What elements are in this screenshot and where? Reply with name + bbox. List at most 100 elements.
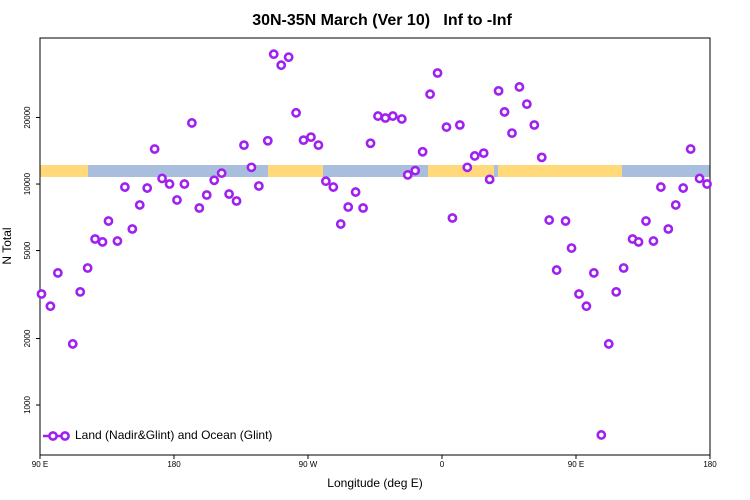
point [588, 268, 599, 278]
point [358, 203, 368, 213]
point [268, 49, 279, 60]
point [164, 179, 175, 189]
legend-marker [60, 431, 70, 441]
point [685, 144, 696, 154]
point [396, 114, 407, 124]
point [291, 107, 301, 118]
point [469, 151, 480, 161]
point [246, 162, 257, 173]
point [172, 195, 182, 205]
point [633, 237, 644, 247]
point [350, 187, 361, 197]
point [380, 113, 391, 123]
point [387, 111, 398, 121]
point [425, 89, 435, 100]
y-axis-label: N Total [0, 227, 14, 264]
point [507, 128, 517, 139]
point [447, 213, 458, 223]
point [276, 60, 287, 71]
point [194, 203, 205, 213]
x-tick-label: 90 E [32, 460, 48, 469]
point [432, 68, 443, 78]
land-band [268, 165, 323, 177]
point [493, 85, 504, 96]
x-tick-label: 0 [440, 460, 445, 469]
point [678, 183, 689, 193]
point [702, 179, 712, 189]
point [499, 107, 510, 117]
point [97, 237, 108, 247]
point [641, 216, 651, 226]
point [663, 224, 674, 234]
point [320, 176, 331, 187]
point [239, 140, 249, 151]
legend-marker [48, 431, 58, 441]
point [581, 301, 592, 312]
point [75, 286, 86, 297]
y-tick-label: 5000 [23, 241, 32, 259]
point [478, 148, 489, 159]
point [373, 111, 383, 121]
point [514, 82, 525, 92]
point [149, 144, 160, 154]
point [611, 286, 622, 297]
point [551, 265, 562, 275]
point [90, 234, 100, 244]
point [454, 120, 465, 130]
point [521, 99, 532, 110]
point [648, 236, 659, 246]
y-tick-label: 2000 [23, 329, 32, 347]
plot-frame [39, 37, 711, 456]
point [694, 173, 705, 184]
point [179, 179, 190, 189]
point [209, 175, 220, 186]
point [560, 216, 571, 226]
x-axis-label: Longitude (deg E) [327, 476, 422, 490]
point [157, 173, 167, 184]
x-tick-label: 90 E [568, 460, 584, 469]
point [142, 183, 153, 193]
point [224, 189, 234, 199]
point [536, 152, 547, 163]
point [417, 146, 428, 157]
point [127, 224, 138, 234]
y-tick-label: 10000 [23, 172, 32, 195]
point [119, 182, 130, 192]
point [186, 118, 197, 128]
point [262, 135, 273, 146]
point [134, 200, 145, 210]
point [231, 196, 242, 206]
point [36, 289, 47, 299]
point [596, 430, 607, 440]
chart-title: 30N-35N March (Ver 10) Inf to -Inf [252, 12, 512, 29]
point [441, 122, 452, 132]
point [603, 339, 614, 349]
point [655, 182, 666, 192]
point [618, 263, 629, 273]
point [313, 140, 324, 151]
point [67, 339, 78, 349]
land-band [428, 165, 494, 177]
point [216, 168, 227, 179]
x-tick-label: 90 W [299, 460, 318, 469]
point [253, 181, 264, 191]
land-ocean-strip [40, 165, 710, 177]
point [112, 236, 123, 246]
point [529, 120, 540, 130]
point [335, 219, 346, 229]
point [544, 215, 555, 225]
point [402, 169, 413, 180]
point [82, 263, 93, 273]
point [52, 268, 63, 278]
y-tick-label: 1000 [23, 396, 32, 414]
point [574, 289, 584, 299]
y-tick-label: 20000 [23, 106, 32, 129]
point [462, 162, 473, 173]
point [201, 190, 212, 200]
land-band [40, 165, 88, 177]
point [298, 135, 309, 146]
point [410, 165, 421, 176]
x-tick-label: 180 [703, 460, 717, 469]
point [45, 301, 56, 312]
